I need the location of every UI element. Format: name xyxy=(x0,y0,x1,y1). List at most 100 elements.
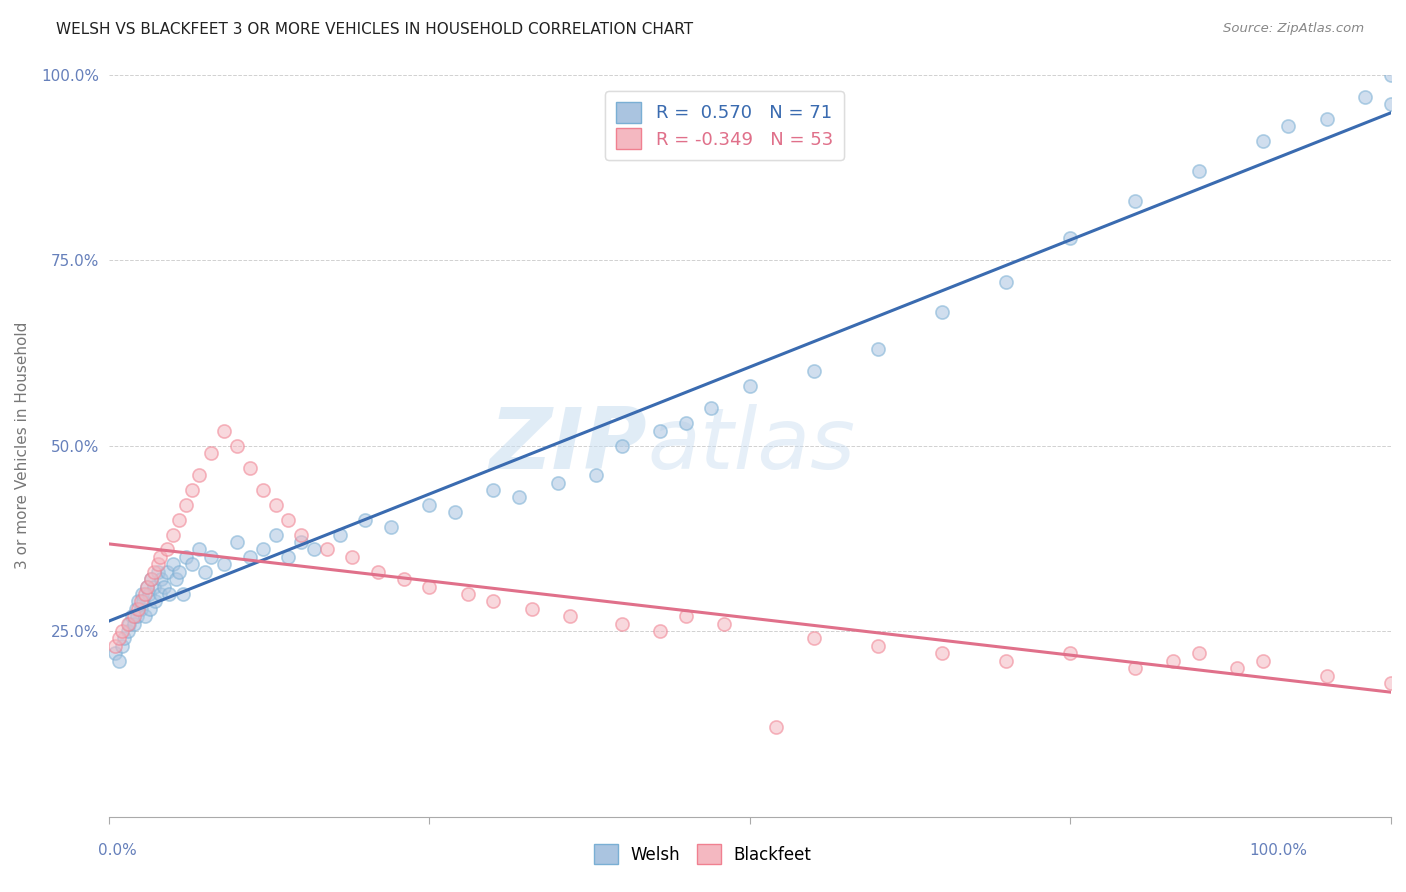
Point xyxy=(482,594,505,608)
Point xyxy=(1277,120,1299,134)
Point xyxy=(187,468,209,483)
Point xyxy=(131,587,153,601)
Point xyxy=(765,721,787,735)
Point xyxy=(181,483,204,497)
Point xyxy=(118,616,141,631)
Point xyxy=(252,483,274,497)
Point xyxy=(136,580,159,594)
Point xyxy=(380,520,402,534)
Point xyxy=(700,401,723,416)
Point xyxy=(108,654,131,668)
Point xyxy=(169,513,191,527)
Point xyxy=(212,558,235,572)
Point xyxy=(124,609,146,624)
Point xyxy=(138,587,160,601)
Point xyxy=(149,587,172,601)
Point xyxy=(146,565,169,579)
Point xyxy=(1161,654,1184,668)
Point xyxy=(111,624,134,638)
Point xyxy=(104,639,127,653)
Point xyxy=(150,572,173,586)
Point xyxy=(585,468,607,483)
Point xyxy=(995,275,1018,289)
Point xyxy=(129,601,152,615)
Point xyxy=(127,594,149,608)
Point xyxy=(162,527,184,541)
Point xyxy=(482,483,505,497)
Point xyxy=(560,609,582,624)
Point xyxy=(136,580,159,594)
Point xyxy=(187,542,209,557)
Point xyxy=(125,609,148,624)
Point xyxy=(226,438,249,452)
Point xyxy=(194,565,217,579)
Point xyxy=(153,580,176,594)
Point xyxy=(803,364,825,378)
Point xyxy=(803,632,825,646)
Point xyxy=(931,305,953,319)
Point xyxy=(239,460,262,475)
Point xyxy=(277,513,299,527)
Point xyxy=(104,646,127,660)
Point xyxy=(277,549,299,564)
Point xyxy=(155,542,177,557)
Point xyxy=(169,565,191,579)
Point xyxy=(444,505,467,519)
Point xyxy=(418,498,440,512)
Text: WELSH VS BLACKFEET 3 OR MORE VEHICLES IN HOUSEHOLD CORRELATION CHART: WELSH VS BLACKFEET 3 OR MORE VEHICLES IN… xyxy=(56,22,693,37)
Point xyxy=(650,424,672,438)
Point xyxy=(264,527,287,541)
Point xyxy=(139,572,162,586)
Point xyxy=(1316,112,1339,126)
Point xyxy=(139,601,162,615)
Point xyxy=(121,609,143,624)
Point xyxy=(290,535,312,549)
Point xyxy=(132,594,155,608)
Point xyxy=(302,542,325,557)
Point xyxy=(264,498,287,512)
Point xyxy=(1188,646,1211,660)
Point xyxy=(111,639,134,653)
Point xyxy=(868,639,890,653)
Y-axis label: 3 or more Vehicles in Household: 3 or more Vehicles in Household xyxy=(15,322,30,569)
Point xyxy=(129,594,152,608)
Point xyxy=(200,549,222,564)
Point xyxy=(172,587,194,601)
Point xyxy=(738,379,761,393)
Point xyxy=(1059,231,1081,245)
Point xyxy=(1251,654,1274,668)
Point xyxy=(713,616,735,631)
Point xyxy=(125,601,148,615)
Point xyxy=(610,616,633,631)
Text: 100.0%: 100.0% xyxy=(1250,843,1308,858)
Point xyxy=(508,491,530,505)
Point xyxy=(200,446,222,460)
Point xyxy=(252,542,274,557)
Point xyxy=(868,342,890,356)
Point xyxy=(315,542,337,557)
Point xyxy=(1123,661,1146,675)
Point xyxy=(547,475,569,490)
Point xyxy=(239,549,262,564)
Point xyxy=(108,632,131,646)
Point xyxy=(157,587,180,601)
Text: ZIP: ZIP xyxy=(489,404,647,487)
Point xyxy=(226,535,249,549)
Point xyxy=(143,594,166,608)
Point xyxy=(1059,646,1081,660)
Point xyxy=(117,616,139,631)
Point xyxy=(1379,68,1402,82)
Point xyxy=(139,572,162,586)
Point xyxy=(134,609,156,624)
Point xyxy=(174,498,197,512)
Point xyxy=(127,601,149,615)
Point xyxy=(610,438,633,452)
Point xyxy=(1123,194,1146,208)
Text: 0.0%: 0.0% xyxy=(98,843,138,858)
Point xyxy=(931,646,953,660)
Point xyxy=(354,513,377,527)
Text: atlas: atlas xyxy=(647,404,855,487)
Text: Source: ZipAtlas.com: Source: ZipAtlas.com xyxy=(1223,22,1364,36)
Point xyxy=(181,558,204,572)
Point xyxy=(520,601,543,615)
